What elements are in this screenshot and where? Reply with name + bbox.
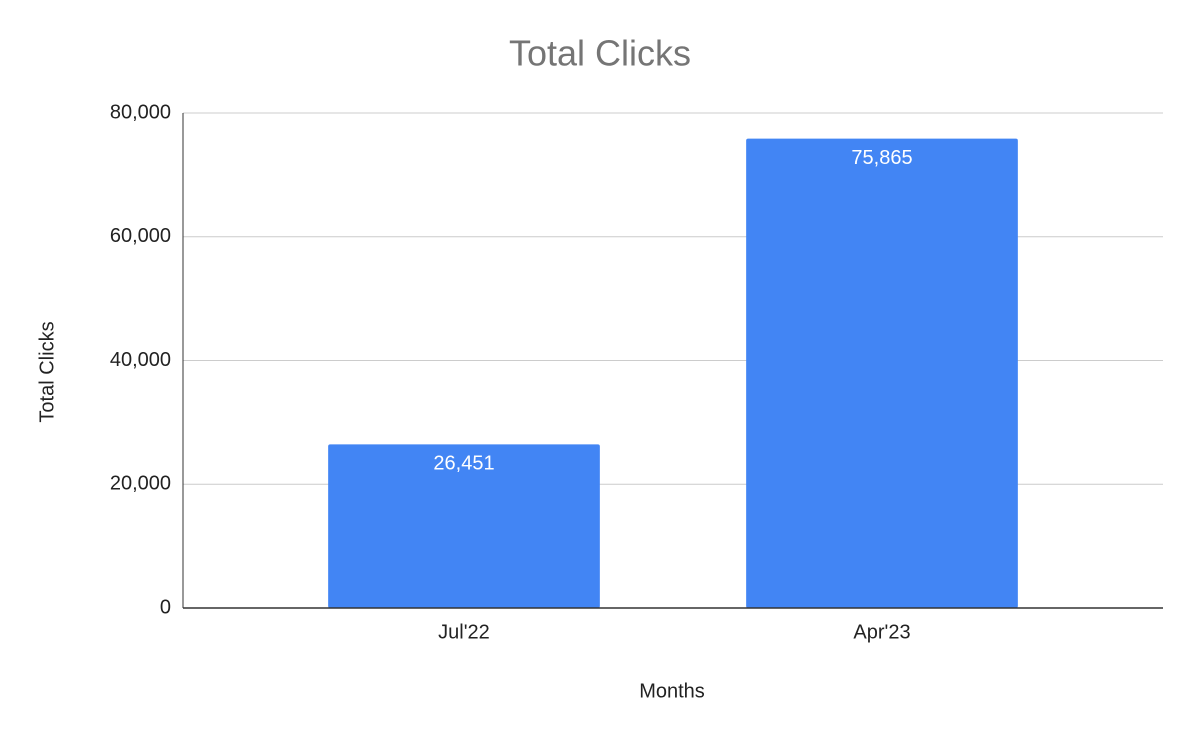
y-tick-label: 40,000 [110, 349, 171, 371]
y-axis-label: Total Clicks [36, 321, 58, 422]
y-tick-label: 60,000 [110, 225, 171, 247]
x-tick-label: Jul'22 [438, 621, 490, 643]
y-tick-label: 80,000 [110, 101, 171, 123]
x-axis-label: Months [639, 680, 705, 702]
y-tick-label: 0 [160, 596, 171, 618]
bar [328, 444, 600, 608]
bar [746, 138, 1018, 608]
data-label: 26,451 [433, 453, 494, 475]
chart-title: Total Clicks [509, 33, 691, 74]
x-tick-label: Apr'23 [853, 621, 910, 643]
data-label: 75,865 [851, 147, 912, 169]
y-tick-label: 20,000 [110, 473, 171, 495]
